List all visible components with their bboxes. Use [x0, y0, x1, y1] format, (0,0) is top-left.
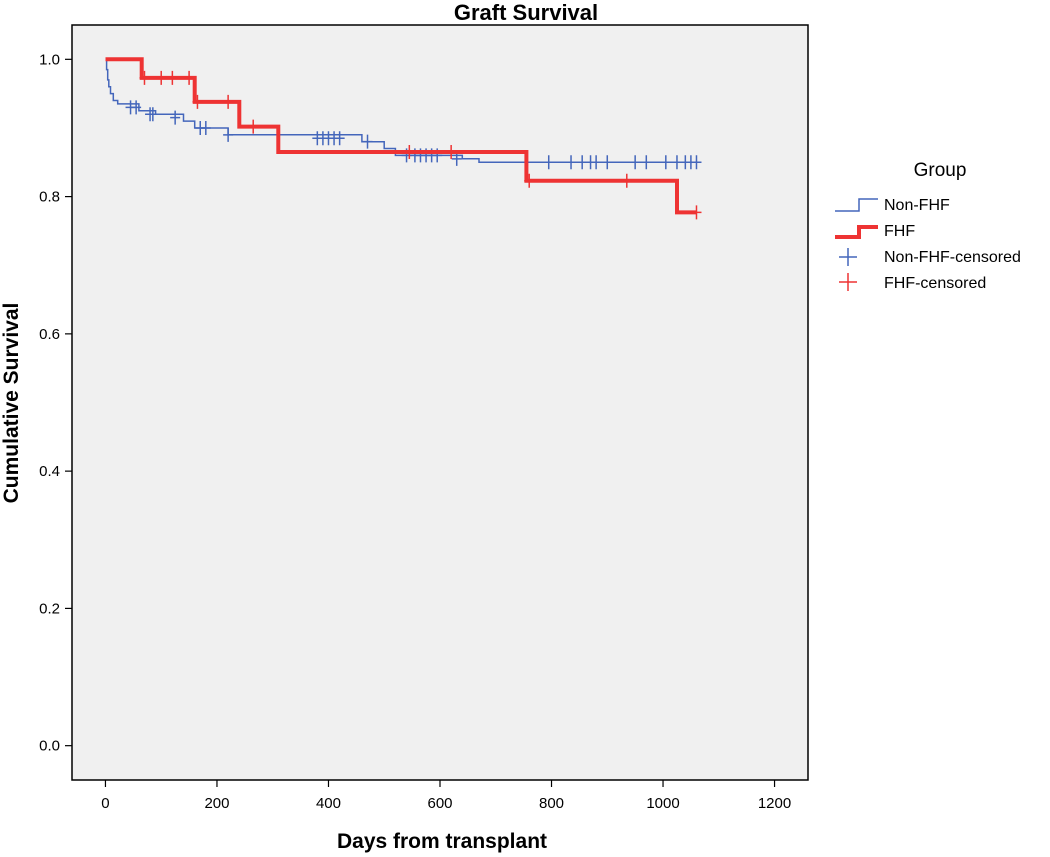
x-tick-label: 1200	[758, 795, 791, 812]
legend-label-fhf-censored: FHF-censored	[884, 275, 986, 292]
censor-mark-non-fhf	[170, 110, 181, 125]
censor-mark-non-fhf	[200, 120, 211, 135]
chart-title: Graft Survival	[454, 0, 598, 25]
y-tick-label: 1.0	[39, 51, 60, 68]
censor-mark-fhf	[404, 144, 415, 159]
censor-mark-non-fhf	[691, 155, 702, 170]
censor-mark-non-fhf	[451, 151, 462, 166]
censor-mark-non-fhf	[362, 134, 373, 149]
censor-mark-fhf	[621, 173, 632, 188]
y-tick-label: 0.6	[39, 326, 60, 343]
y-tick-label: 0.4	[39, 463, 60, 480]
legend-swatch-fhf-censored	[839, 273, 857, 291]
censor-mark-fhf	[156, 70, 167, 85]
censor-mark-non-fhf	[566, 155, 577, 170]
x-tick-label: 800	[539, 795, 564, 812]
censor-mark-non-fhf	[334, 131, 345, 146]
x-tick-label: 0	[101, 795, 109, 812]
censor-mark-fhf	[223, 94, 234, 109]
legend: Group Non-FHF FHF Non-FHF-censored FHF-c…	[835, 160, 1021, 292]
y-tick-label: 0.0	[39, 738, 60, 755]
censor-mark-non-fhf	[591, 155, 602, 170]
censor-mark-non-fhf	[602, 155, 613, 170]
censor-mark-non-fhf	[630, 155, 641, 170]
censor-mark-non-fhf	[660, 155, 671, 170]
legend-label-non-fhf: Non-FHF	[884, 197, 950, 214]
legend-label-fhf: FHF	[884, 223, 915, 240]
x-tick-label: 600	[427, 795, 452, 812]
legend-title: Group	[914, 160, 967, 181]
legend-label-non-fhf-censored: Non-FHF-censored	[884, 249, 1021, 266]
censor-mark-fhf	[691, 205, 702, 220]
x-axis-label: Days from transplant	[337, 830, 547, 853]
y-axis-label: Cumulative Survival	[0, 303, 23, 504]
censor-mark-non-fhf	[577, 155, 588, 170]
legend-swatch-non-fhf	[835, 198, 878, 212]
censor-mark-non-fhf	[147, 107, 158, 122]
y-tick-label: 0.8	[39, 189, 60, 206]
censor-mark-fhf	[248, 119, 259, 134]
x-tick-label: 400	[316, 795, 341, 812]
plot-area	[71, 24, 809, 781]
censor-mark-fhf	[184, 70, 195, 85]
censor-mark-fhf	[139, 70, 150, 85]
legend-swatch-non-fhf-censored	[839, 248, 857, 266]
series-line-fhf	[105, 57, 697, 215]
y-tick-label: 0.2	[39, 600, 60, 617]
x-axis-ticks: 0 200 400 600 800 1000 1200	[101, 780, 791, 812]
legend-swatch-fhf	[835, 225, 878, 239]
censor-mark-fhf	[446, 144, 457, 159]
censor-mark-fhf	[167, 70, 178, 85]
censor-mark-fhf	[524, 173, 535, 188]
y-axis-ticks: 0.0 0.2 0.4 0.6 0.8 1.0	[39, 51, 72, 755]
censor-mark-non-fhf	[671, 155, 682, 170]
x-tick-label: 200	[204, 795, 229, 812]
x-tick-label: 1000	[646, 795, 679, 812]
censor-mark-non-fhf	[131, 100, 142, 115]
censor-mark-non-fhf	[641, 155, 652, 170]
censor-mark-non-fhf	[223, 127, 234, 142]
censor-mark-non-fhf	[543, 155, 554, 170]
censor-mark-fhf	[192, 94, 203, 109]
series-layer	[105, 57, 702, 220]
